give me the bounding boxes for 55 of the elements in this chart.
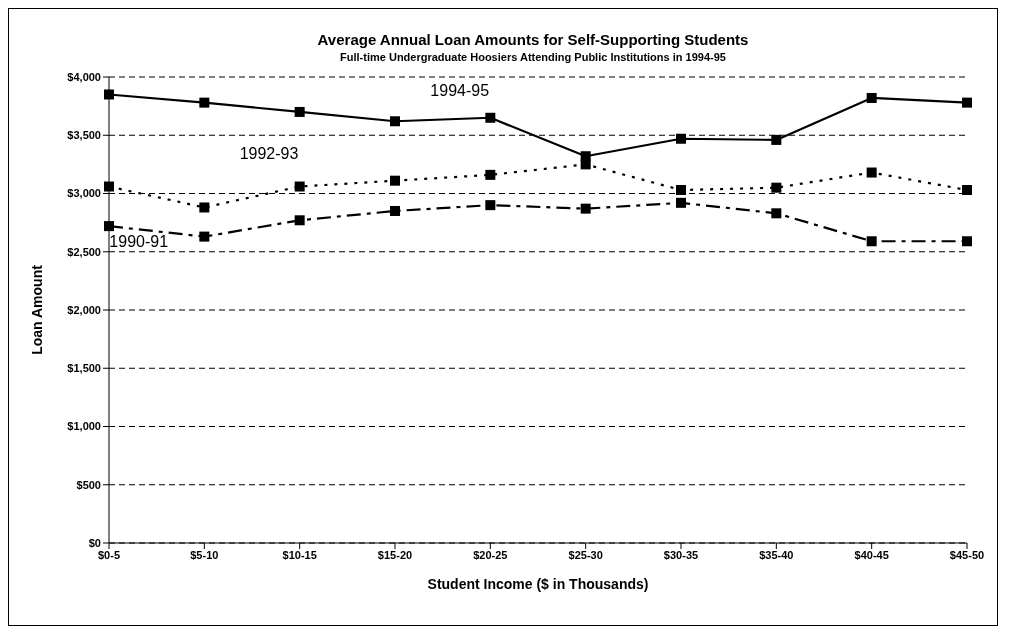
point (199, 202, 210, 213)
point (199, 97, 210, 108)
point (580, 203, 591, 214)
x-tick-label: $35-40 (759, 548, 794, 561)
y-tick-label: $4,000 (67, 70, 101, 83)
chart-title: Average Annual Loan Amounts for Self-Supporting Students (316, 31, 750, 48)
point (962, 185, 972, 196)
x-tick-label: $25-30 (568, 548, 603, 561)
y-tick-label: $1,500 (67, 362, 101, 375)
point (485, 169, 496, 180)
point (962, 236, 972, 247)
x-axis-title: Student Income ($ in Thousands) (427, 576, 649, 592)
point (676, 197, 686, 208)
series-label: 1990-91 (109, 232, 169, 250)
x-tick-label: $45-50 (949, 548, 985, 561)
x-tick-label: $20-25 (473, 548, 508, 561)
point (390, 205, 400, 216)
y-axis-title: Loan Amount (28, 264, 45, 355)
y-tick-label: $500 (76, 478, 101, 491)
point (580, 159, 591, 170)
point (485, 200, 496, 211)
y-tick-label: $2,500 (67, 245, 101, 258)
series-label: 1992-93 (239, 144, 299, 162)
x-tick-label: $0-5 (97, 548, 121, 561)
point (104, 89, 114, 100)
point (390, 175, 400, 186)
y-tick-label: $2,000 (67, 303, 101, 316)
point (294, 181, 305, 192)
chart-subtitle: Full-time Undergraduate Hoosiers Attending Public Institutions in 1994-95 (339, 51, 727, 63)
point (390, 116, 400, 127)
x-tick-label: $5-10 (190, 548, 219, 561)
point (294, 106, 305, 117)
y-tick-label: $3,500 (67, 129, 101, 142)
point (676, 185, 686, 196)
point (866, 236, 877, 247)
point (485, 112, 496, 123)
point (199, 231, 210, 242)
y-tick-label: $1,000 (67, 420, 101, 433)
x-tick-label: $10-15 (282, 548, 317, 561)
point (771, 208, 782, 219)
series-label: 1994-95 (430, 81, 490, 99)
x-tick-label: $30-35 (663, 548, 699, 561)
point (294, 215, 305, 226)
x-tick-label: $40-45 (854, 548, 889, 561)
point (771, 134, 782, 145)
point (676, 133, 686, 144)
x-tick-label: $15-20 (377, 548, 413, 561)
y-tick-label: $0 (88, 536, 101, 549)
point (771, 182, 782, 193)
point (962, 97, 972, 108)
y-tick-label: $3,000 (67, 187, 101, 200)
point (104, 181, 114, 192)
point (866, 92, 877, 103)
point (104, 221, 114, 232)
point (866, 167, 877, 178)
